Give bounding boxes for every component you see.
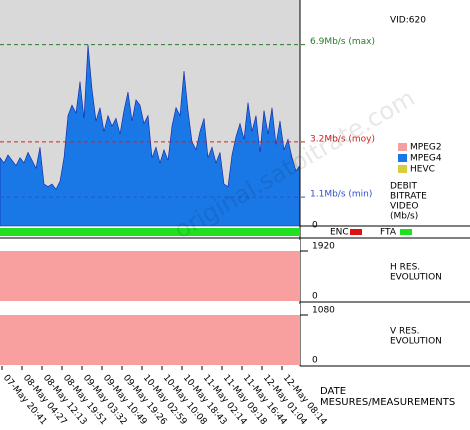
status-swatch	[400, 229, 412, 235]
legend-label: MPEG4	[410, 154, 442, 164]
y-axis-label: (Mb/s)	[390, 212, 418, 222]
x-axis-label: MESURES/MEASUREMENTS	[320, 397, 455, 408]
status-swatch	[350, 229, 362, 235]
y-tick-label: 1920	[312, 242, 335, 252]
resolution-band	[0, 251, 300, 301]
resolution-band	[0, 315, 300, 365]
y-tick-label: 0	[312, 292, 318, 302]
y-axis-label: DEBIT	[390, 182, 417, 192]
ref-label: 3.2Mb/s (moy)	[310, 134, 375, 144]
legend-swatch	[398, 143, 407, 151]
y-axis-label: EVOLUTION	[390, 273, 442, 283]
bitrate-area	[0, 44, 301, 227]
legend-label: HEVC	[410, 165, 435, 175]
y-tick-label: 0	[312, 356, 318, 366]
y-axis-label: EVOLUTION	[390, 337, 442, 347]
vid-label: VID:620	[390, 16, 426, 26]
y-axis-label: H RES.	[390, 263, 420, 273]
legend-swatch	[398, 165, 407, 173]
y-tick-label: 0	[312, 221, 318, 231]
status-label: ENC	[330, 228, 349, 238]
status-label: FTA	[380, 228, 397, 238]
y-axis-label: BITRATE	[390, 192, 427, 202]
y-axis-label: VIDEO	[390, 202, 419, 212]
ref-label: 6.9Mb/s (max)	[310, 37, 375, 47]
y-tick-label: 1080	[312, 306, 335, 316]
ref-label: 1.1Mb/s (min)	[310, 190, 372, 200]
y-axis-label: V RES.	[390, 327, 420, 337]
status-bar	[0, 228, 300, 236]
legend-label: MPEG2	[410, 143, 442, 153]
x-axis-label: DATE	[320, 386, 346, 397]
legend-swatch	[398, 154, 407, 162]
